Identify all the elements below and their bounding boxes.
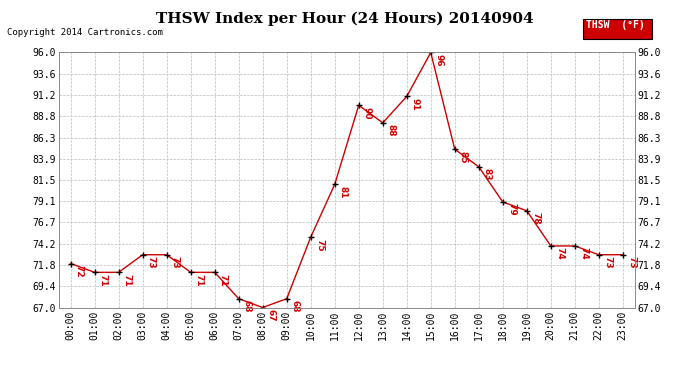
Text: 74: 74 (579, 248, 588, 260)
Text: 85: 85 (459, 151, 468, 163)
Text: 73: 73 (171, 256, 180, 269)
Text: 71: 71 (195, 274, 204, 286)
Text: 68: 68 (291, 300, 300, 313)
Text: 90: 90 (363, 106, 372, 119)
Text: 96: 96 (435, 54, 444, 66)
Text: 73: 73 (627, 256, 636, 269)
Text: Copyright 2014 Cartronics.com: Copyright 2014 Cartronics.com (7, 28, 163, 37)
Text: 67: 67 (267, 309, 276, 321)
Text: THSW  (°F): THSW (°F) (586, 20, 645, 30)
Text: 71: 71 (219, 274, 228, 286)
Text: 71: 71 (99, 274, 108, 286)
Text: 73: 73 (603, 256, 612, 269)
Text: 73: 73 (147, 256, 156, 269)
Text: 79: 79 (507, 203, 516, 216)
Text: 68: 68 (243, 300, 252, 313)
Text: 74: 74 (555, 248, 564, 260)
Text: 81: 81 (339, 186, 348, 198)
Text: 83: 83 (483, 168, 492, 181)
Text: 75: 75 (315, 238, 324, 251)
Text: THSW Index per Hour (24 Hours) 20140904: THSW Index per Hour (24 Hours) 20140904 (156, 11, 534, 26)
Text: 72: 72 (75, 265, 83, 278)
Text: 88: 88 (387, 124, 396, 137)
Text: 71: 71 (123, 274, 132, 286)
Text: 91: 91 (411, 98, 420, 111)
Text: 78: 78 (531, 212, 540, 225)
